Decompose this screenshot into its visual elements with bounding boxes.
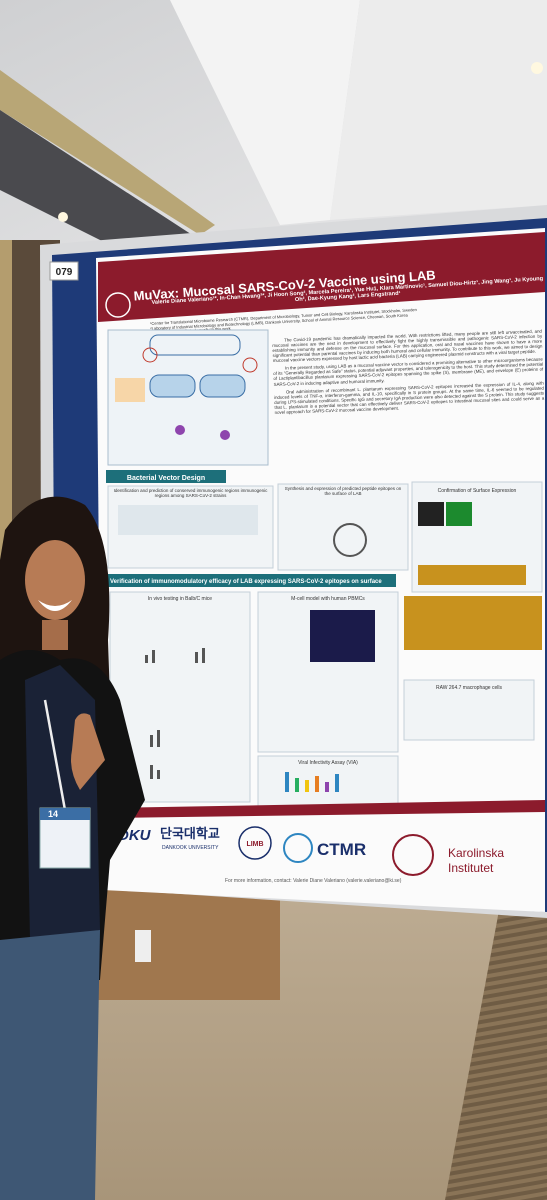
section-header: Bacterial Vector Design — [127, 475, 205, 482]
panel-title: Confirmation of Surface Expression — [438, 488, 517, 494]
logo-limb-ring — [238, 826, 272, 860]
logo-limb: LIMB — [246, 841, 263, 848]
thumb-bar — [325, 782, 329, 792]
panel-title: Viral Infectivity Assay (VIA) — [298, 760, 358, 766]
board-number-tag — [49, 261, 79, 281]
logo-ctmr: CTMR — [317, 840, 366, 859]
picture-frame — [0, 70, 215, 235]
panel-title: M-cell model with human PBMCs — [291, 596, 365, 602]
thumb-bar — [152, 650, 155, 663]
board-number: 079 — [56, 267, 73, 278]
section-header-bg — [106, 574, 396, 587]
thumb-bar — [157, 770, 160, 779]
ceiling-panel — [330, 0, 547, 220]
ceiling-light — [531, 62, 543, 74]
logo-karolinska: Institutet — [448, 861, 494, 875]
thumb-bar — [202, 648, 205, 663]
smile — [38, 600, 72, 611]
thumb-bar — [335, 774, 339, 792]
face — [25, 540, 85, 620]
virus-icon — [105, 292, 131, 318]
microscopy-image — [446, 502, 472, 526]
thumb-bar — [295, 778, 299, 792]
contact: For more information, contact: Valerie D… — [225, 878, 402, 884]
virus-icon — [242, 357, 258, 373]
logo-dankook-korean: 단국대학교 — [160, 826, 220, 841]
thumb-bar — [195, 652, 198, 663]
panel — [257, 755, 399, 807]
microscopy-image — [404, 596, 542, 650]
badge-band — [40, 808, 90, 820]
cell-icon — [220, 430, 230, 440]
microscopy-image — [310, 610, 375, 662]
panel-title: RAW 264.7 macrophage cells — [436, 685, 502, 691]
jeans — [0, 930, 100, 1200]
paragraph: Oral administration of recombinant L. pl… — [273, 380, 545, 415]
intro-box: The Covid-19 pandemic has dramatically i… — [272, 329, 545, 415]
logo-dankook: DANKOOK UNIVERSITY — [162, 845, 219, 851]
neck — [42, 620, 68, 650]
bar-chart-images — [145, 648, 205, 779]
figure-1-cell — [149, 374, 196, 398]
intro: The Covid-19 pandemic has dramatically i… — [272, 329, 545, 415]
title-banner — [98, 232, 545, 322]
carpet — [445, 905, 547, 1200]
figure-1-box — [115, 378, 145, 402]
via-thumbnail — [285, 772, 339, 792]
panel-title: In vivo testing in Balb/C mice — [148, 596, 212, 602]
wall-shadow — [0, 110, 200, 250]
panel-title-box: Synthesis and expression of predicted pe… — [284, 486, 402, 497]
ceiling-light — [58, 212, 68, 222]
figure-1-cell — [149, 334, 241, 356]
thumb-bar — [157, 730, 160, 747]
section-header-bg — [106, 470, 226, 483]
thumb-bar — [315, 776, 319, 792]
panel-title-box: Identification and prediction of conserv… — [113, 488, 268, 499]
thumb-bar — [305, 780, 309, 792]
cell-icon — [175, 425, 185, 435]
virus-icon — [142, 347, 158, 363]
panel — [403, 679, 535, 741]
microscopy-image — [418, 565, 526, 585]
badge-number: 14 — [48, 809, 58, 819]
plasmid — [333, 523, 367, 557]
thumbs-up-hand — [71, 713, 105, 790]
logo-karolinska-seal — [392, 834, 434, 876]
lanyard — [43, 699, 67, 811]
panel-title: Identification and prediction of conserv… — [113, 488, 268, 499]
logo-ctmr-icon — [283, 833, 313, 863]
sequence-image — [118, 505, 258, 535]
thumb-bar — [150, 735, 153, 747]
thumb-bar — [285, 772, 289, 792]
thumb-bar — [145, 655, 148, 663]
section-header: Verification of immunomodulatory efficac… — [110, 579, 382, 585]
ceiling-panel — [170, 0, 360, 225]
figure-1-cell — [199, 374, 246, 398]
socket — [135, 930, 151, 962]
logo-strip-line — [110, 800, 545, 818]
logo-karolinska: Karolinska — [448, 846, 504, 860]
thumb-bar — [150, 765, 153, 779]
panel-title: Synthesis and expression of predicted pe… — [284, 486, 402, 497]
microscopy-image — [418, 502, 444, 526]
panel — [277, 483, 409, 571]
